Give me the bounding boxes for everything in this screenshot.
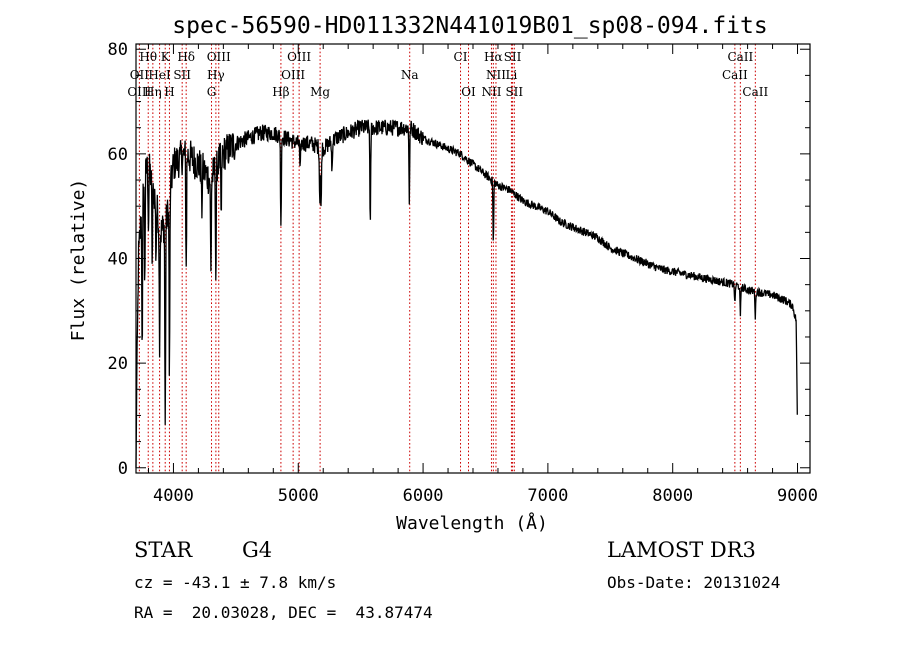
y-tick-label: 60: [108, 145, 128, 165]
y-tick-label: 0: [118, 459, 128, 479]
spectral-line-label: CaII: [722, 68, 748, 82]
spectral-line-label: Hθ: [139, 50, 157, 64]
object-class: STAR: [134, 538, 193, 562]
spectral-line-label: Mg: [310, 85, 330, 99]
spectral-line-label: K: [161, 50, 171, 64]
spectral-line-label: NII: [481, 85, 501, 99]
spectral-line-label: H: [164, 85, 174, 99]
spectral-line-label: Hα: [484, 50, 503, 64]
x-tick-label: 5000: [278, 486, 319, 506]
x-tick-label: 9000: [777, 486, 818, 506]
spectral-line-label: CaII: [727, 50, 753, 64]
y-axis-label: Flux (relative): [68, 179, 89, 342]
spectral-line-label: OIII: [281, 68, 305, 82]
spectral-line-label: HeI: [148, 68, 171, 82]
spectral-line-label: Hη: [144, 85, 162, 99]
marker-lines: [138, 44, 756, 473]
x-tick-label: 8000: [652, 486, 693, 506]
spectral-line-label: Hβ: [272, 85, 289, 99]
spectral-line-label: OI: [461, 85, 476, 99]
spectral-line-label: SII: [173, 68, 191, 82]
x-tick-label: 7000: [527, 486, 568, 506]
x-axis-label: Wavelength (Å): [396, 512, 548, 534]
spectral-line-label: CaII: [742, 85, 768, 99]
coordinates: RA = 20.03028, DEC = 43.87474: [134, 603, 433, 622]
spectral-line-label: Na: [401, 68, 419, 82]
y-tick-label: 20: [108, 354, 128, 374]
obs-date: Obs-Date: 20131024: [607, 573, 781, 592]
spectral-line-label: SII: [504, 50, 522, 64]
x-tick-label: 6000: [403, 486, 444, 506]
spectral-line-label: Hδ: [177, 50, 195, 64]
plot-frame: [135, 43, 811, 474]
spectral-line-label: Hγ: [207, 68, 225, 82]
flux-line: [135, 119, 798, 468]
spectral-line-label: CI: [454, 50, 468, 64]
survey-label: LAMOST DR3: [607, 538, 756, 562]
spectral-line-label: OIII: [287, 50, 311, 64]
spectral-line-label: Li: [506, 68, 518, 82]
spectral-line-label: OIII: [127, 85, 151, 99]
y-tick-label: 40: [108, 250, 128, 270]
spectral-line-label: G: [207, 85, 217, 99]
spectral-line-label: OIII: [207, 50, 231, 64]
spectral-line-label: NII: [486, 68, 506, 82]
y-axis-ticks: 0 20 40 60 80: [108, 40, 810, 479]
chart-title: spec-56590-HD011332N441019B01_sp08-094.f…: [172, 13, 767, 39]
x-tick-label: 4000: [153, 486, 194, 506]
y-tick-label: 80: [108, 40, 128, 60]
object-subclass: G4: [242, 538, 273, 562]
spectral-line-label: SII: [505, 85, 523, 99]
redshift-readout: cz = -43.1 ± 7.8 km/s: [134, 573, 337, 592]
x-axis-ticks: 4000 5000 6000 7000 8000 9000: [147, 44, 818, 506]
